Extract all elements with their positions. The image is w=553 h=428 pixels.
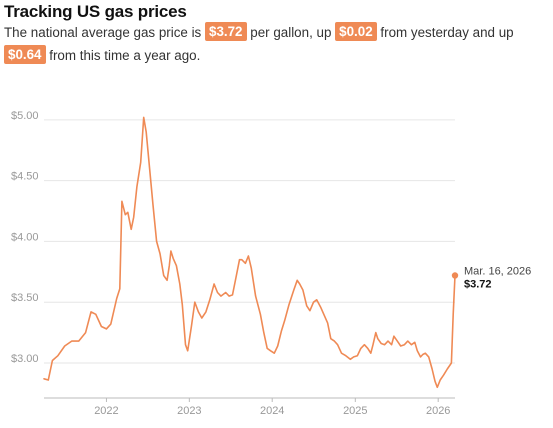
summary-text-1: The national average gas price is <box>4 25 202 40</box>
year-change-badge: $0.64 <box>4 45 46 64</box>
x-tick-label: 2022 <box>94 405 118 417</box>
summary-text-3: from yesterday and up <box>380 25 514 40</box>
latest-price-dot <box>451 272 459 279</box>
y-tick-label: $4.50 <box>11 171 39 183</box>
current-price-badge: $3.72 <box>205 22 247 41</box>
latest-date-label: Mar. 16, 2026 <box>464 265 531 277</box>
chart-title: Tracking US gas prices <box>4 2 187 21</box>
price-summary: The national average gas price is $3.72 … <box>4 21 549 67</box>
y-tick-label: $3.00 <box>11 353 39 365</box>
summary-text-2: per gallon, up <box>250 25 332 40</box>
x-tick-label: 2025 <box>343 405 367 417</box>
x-tick-label: 2024 <box>260 405 284 417</box>
day-change-badge: $0.02 <box>335 22 377 41</box>
y-tick-label: $5.00 <box>11 110 39 122</box>
x-tick-label: 2026 <box>426 405 450 417</box>
summary-text-4: from this time a year ago. <box>49 48 201 63</box>
y-tick-label: $4.00 <box>11 231 39 243</box>
latest-price-label: $3.72 <box>464 278 492 290</box>
x-tick-label: 2023 <box>177 405 201 417</box>
y-tick-label: $3.50 <box>11 292 39 304</box>
price-line <box>43 116 456 389</box>
